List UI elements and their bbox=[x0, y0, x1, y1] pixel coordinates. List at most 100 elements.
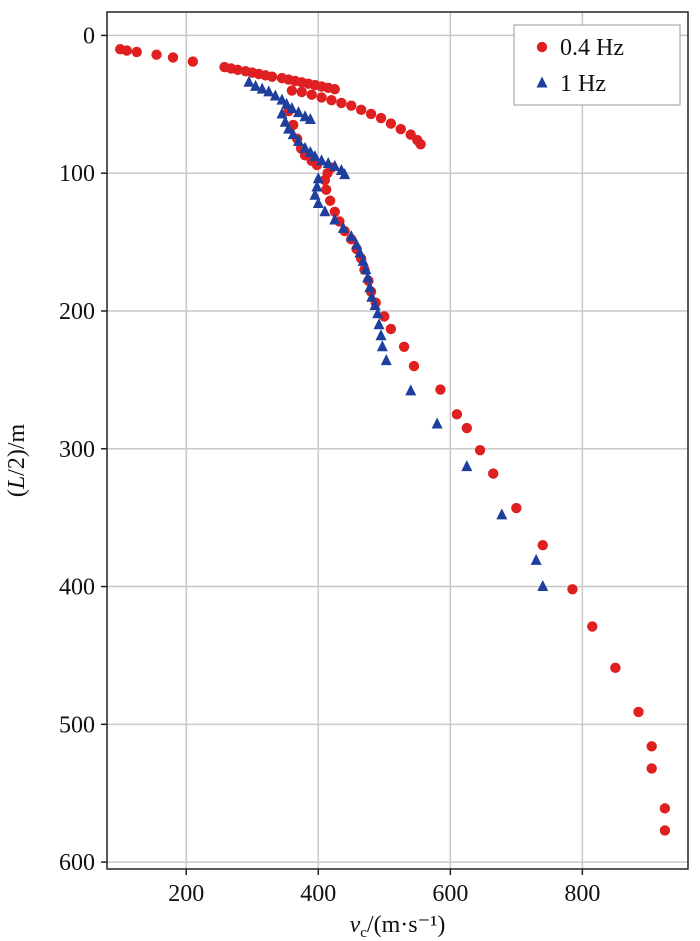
series-low-frequency bbox=[115, 44, 671, 836]
data-point-triangle bbox=[319, 205, 331, 217]
data-point-circle bbox=[536, 41, 548, 53]
data-point-triangle bbox=[287, 128, 299, 140]
data-point-triangle bbox=[366, 290, 378, 302]
legend-item: 0.4 Hz bbox=[536, 35, 624, 61]
x-tick-label: 200 bbox=[168, 881, 204, 907]
data-point-circle bbox=[167, 52, 179, 63]
x-tick-label: 400 bbox=[300, 881, 336, 907]
data-point-triangle bbox=[337, 221, 349, 233]
data-point-triangle bbox=[292, 106, 304, 118]
data-point-circle bbox=[379, 311, 390, 322]
data-point-triangle bbox=[380, 354, 392, 366]
data-point-circle bbox=[511, 502, 522, 514]
data-point-triangle bbox=[339, 168, 351, 180]
data-point-triangle bbox=[537, 580, 549, 592]
data-point-triangle bbox=[351, 238, 363, 250]
data-point-triangle bbox=[276, 107, 288, 119]
data-point-circle bbox=[385, 323, 397, 335]
data-point-triangle bbox=[312, 197, 324, 209]
data-point-circle bbox=[451, 409, 463, 420]
data-point-circle bbox=[375, 112, 387, 124]
data-point-circle bbox=[329, 206, 340, 217]
legend-box bbox=[513, 24, 681, 106]
data-point-triangle bbox=[431, 417, 443, 429]
y-label-symbol: L bbox=[4, 476, 30, 490]
data-point-circle bbox=[326, 94, 337, 106]
x-label-subscript: c bbox=[360, 925, 367, 941]
data-point-circle bbox=[646, 741, 657, 752]
x-label-unit: /(m·s⁻¹) bbox=[367, 912, 446, 938]
data-point-triangle bbox=[373, 318, 385, 330]
data-point-circle bbox=[474, 444, 486, 456]
data-point-triangle bbox=[405, 384, 417, 396]
data-point-circle bbox=[385, 118, 397, 129]
data-point-circle bbox=[415, 139, 426, 150]
data-point-triangle bbox=[304, 112, 316, 124]
data-point-circle bbox=[461, 422, 473, 434]
y-tick-label: 0 bbox=[83, 23, 95, 49]
data-point-triangle bbox=[316, 154, 328, 166]
y-axis-ticks: 0 100 200 300 400 500 600 bbox=[59, 23, 107, 876]
x-axis-ticks: 200 400 600 800 bbox=[168, 869, 600, 907]
data-point-triangle bbox=[372, 307, 384, 319]
data-point-circle bbox=[355, 104, 367, 116]
data-point-triangle bbox=[250, 79, 262, 91]
data-point-circle bbox=[232, 64, 243, 76]
data-point-triangle bbox=[281, 97, 293, 109]
legend-item: 1 Hz bbox=[536, 71, 606, 97]
data-point-circle bbox=[187, 56, 199, 67]
data-point-triangle bbox=[269, 89, 281, 101]
legend-label: 1 Hz bbox=[560, 71, 606, 97]
x-axis-label: vc/(m·s⁻¹) bbox=[350, 912, 446, 941]
data-point-circle bbox=[408, 360, 420, 372]
data-point-triangle bbox=[263, 85, 275, 97]
y-axis-label: (L/2)/m bbox=[4, 423, 30, 497]
data-point-triangle bbox=[292, 135, 304, 147]
data-point-triangle bbox=[364, 281, 376, 293]
data-point-triangle bbox=[369, 298, 381, 310]
data-point-circle bbox=[320, 184, 332, 195]
data-point-triangle bbox=[329, 213, 341, 225]
data-point-triangle bbox=[243, 75, 255, 87]
data-point-triangle bbox=[312, 172, 324, 184]
data-point-circle bbox=[131, 46, 142, 58]
data-point-triangle bbox=[530, 553, 542, 565]
plot-frame bbox=[106, 11, 689, 870]
data-point-triangle bbox=[360, 263, 372, 275]
data-series bbox=[115, 44, 671, 836]
data-point-circle bbox=[336, 97, 347, 109]
data-point-circle bbox=[395, 123, 407, 135]
data-point-triangle bbox=[309, 188, 321, 200]
data-point-triangle bbox=[536, 76, 548, 88]
data-point-triangle bbox=[311, 180, 323, 192]
data-point-circle bbox=[266, 71, 278, 82]
data-point-circle bbox=[537, 540, 548, 551]
legend: 0.4 Hz 1 Hz bbox=[513, 24, 681, 106]
data-point-circle bbox=[587, 621, 598, 632]
data-point-circle bbox=[365, 108, 377, 120]
data-point-circle bbox=[121, 45, 133, 56]
data-point-circle bbox=[659, 803, 671, 814]
data-point-triangle bbox=[357, 254, 369, 266]
data-point-triangle bbox=[299, 141, 311, 153]
series-high-frequency bbox=[243, 75, 549, 592]
data-point-triangle bbox=[309, 150, 321, 162]
x-tick-label: 800 bbox=[564, 881, 600, 907]
data-point-circle bbox=[316, 92, 327, 103]
data-point-triangle bbox=[496, 508, 508, 520]
data-point-triangle bbox=[286, 101, 298, 113]
data-point-circle bbox=[435, 384, 446, 395]
data-point-triangle bbox=[329, 159, 341, 171]
y-label-part: ( bbox=[4, 489, 30, 497]
data-point-circle bbox=[306, 89, 317, 100]
data-point-circle bbox=[567, 584, 578, 595]
y-tick-label: 100 bbox=[59, 161, 95, 187]
data-point-triangle bbox=[375, 329, 387, 341]
data-point-triangle bbox=[283, 122, 295, 134]
data-point-circle bbox=[324, 195, 336, 206]
data-point-triangle bbox=[322, 157, 334, 169]
data-point-circle bbox=[286, 85, 298, 96]
data-point-circle bbox=[646, 763, 657, 774]
data-point-triangle bbox=[354, 246, 366, 258]
